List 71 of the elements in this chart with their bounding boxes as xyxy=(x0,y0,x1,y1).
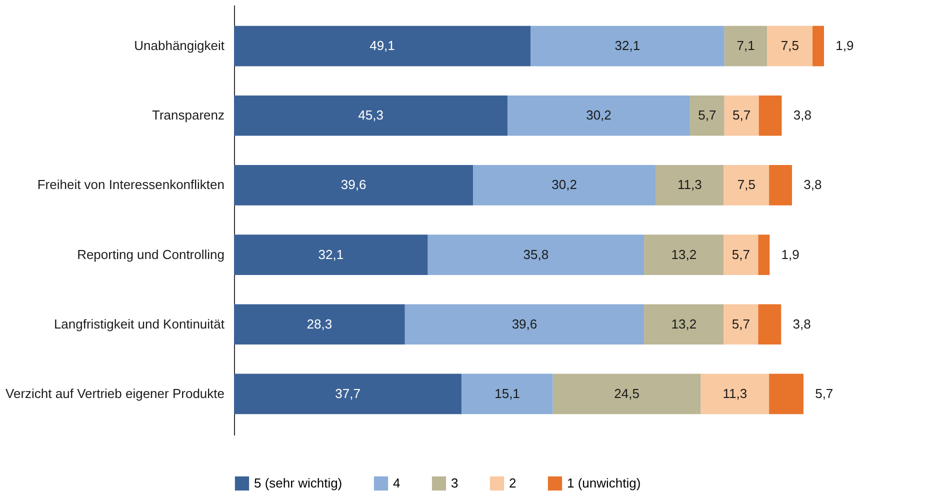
y-tick-label: Transparenz xyxy=(152,108,224,123)
legend-label: 1 (unwichtig) xyxy=(567,475,641,490)
data-label: 28,3 xyxy=(306,316,332,332)
legend-label: 5 (sehr wichtig) xyxy=(254,475,342,490)
data-label: 13,2 xyxy=(671,316,697,332)
bar xyxy=(234,165,474,206)
legend-label: 2 xyxy=(509,475,516,490)
bar xyxy=(758,234,770,275)
legend-label: 3 xyxy=(451,475,458,490)
bar xyxy=(473,165,656,206)
data-label: 13,2 xyxy=(671,246,697,262)
bar xyxy=(234,374,462,414)
bar xyxy=(656,165,724,206)
bar xyxy=(758,95,782,136)
data-label: 39,6 xyxy=(512,316,538,332)
bar xyxy=(644,234,724,275)
data-label: 32,1 xyxy=(614,38,640,54)
bar xyxy=(690,95,724,136)
bar xyxy=(769,374,804,414)
data-label: 37,7 xyxy=(335,386,360,401)
data-label: 30,2 xyxy=(586,108,612,123)
data-label: 5,7 xyxy=(732,316,750,332)
bar xyxy=(508,95,690,136)
data-label: 49,1 xyxy=(370,38,395,54)
bar xyxy=(234,234,428,275)
bar xyxy=(462,374,553,414)
bar xyxy=(724,95,759,136)
bar xyxy=(428,234,644,275)
data-label: 30,2 xyxy=(552,177,577,192)
bar xyxy=(552,374,701,414)
data-label: 35,8 xyxy=(523,246,549,262)
bar xyxy=(404,304,644,345)
data-label: 3,8 xyxy=(792,316,811,332)
bar xyxy=(724,26,768,66)
data-label: 5,7 xyxy=(732,108,751,123)
bar xyxy=(644,304,724,345)
bar xyxy=(234,95,508,136)
bar xyxy=(724,234,758,275)
bar xyxy=(530,26,724,66)
bar xyxy=(724,304,758,345)
data-label: 32,1 xyxy=(318,246,344,262)
bar xyxy=(767,26,813,66)
y-tick-label: Langfristigkeit und Kontinuität xyxy=(54,316,225,332)
data-label: 3,8 xyxy=(793,108,812,123)
data-label: 7,5 xyxy=(737,177,756,192)
data-label: 3,8 xyxy=(804,177,822,192)
y-tick-label: Freiheit von Interessenkonflikten xyxy=(37,177,224,192)
y-tick-label: Reporting und Controlling xyxy=(77,246,224,262)
data-label: 1,9 xyxy=(781,246,800,262)
legend-label: 4 xyxy=(393,475,400,490)
bar xyxy=(234,26,531,66)
y-tick-label: Verzicht auf Vertrieb eigener Produkte xyxy=(6,386,224,401)
data-label: 45,3 xyxy=(358,108,384,123)
bar xyxy=(234,304,405,345)
bar xyxy=(758,304,782,345)
data-label: 15,1 xyxy=(494,386,520,401)
data-label: 5,7 xyxy=(815,386,834,401)
data-label: 11,3 xyxy=(677,177,702,192)
data-label: 11,3 xyxy=(722,386,748,401)
bar xyxy=(812,26,824,66)
y-tick-label: Unabhängigkeit xyxy=(134,38,225,54)
bar xyxy=(769,165,792,206)
data-label: 7,1 xyxy=(736,38,755,54)
bar xyxy=(724,165,770,206)
data-label: 7,5 xyxy=(780,38,799,54)
data-label: 1,9 xyxy=(836,38,854,54)
bar xyxy=(700,374,770,414)
data-label: 24,5 xyxy=(614,386,640,401)
data-label: 5,7 xyxy=(732,246,750,262)
data-label: 39,6 xyxy=(340,177,366,192)
data-label: 5,7 xyxy=(698,108,716,123)
